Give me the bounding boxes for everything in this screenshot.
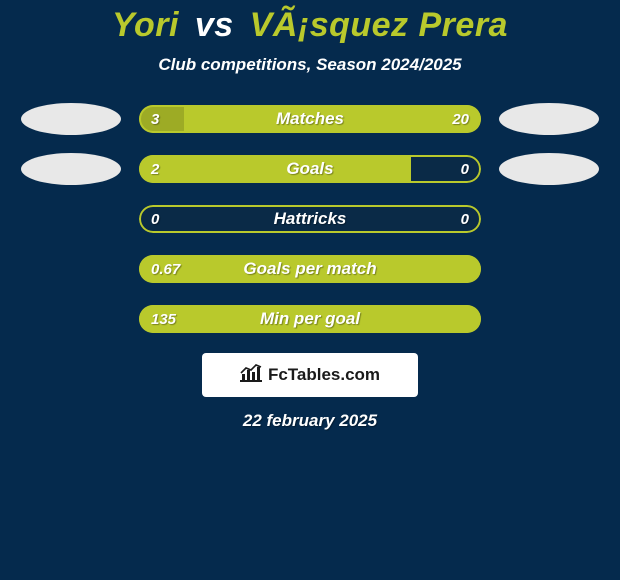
- flag-spacer: [499, 203, 599, 235]
- bar-fill-left: [139, 255, 481, 283]
- flag-spacer: [21, 253, 121, 285]
- stat-bar: Min per goal135: [139, 305, 481, 333]
- date-text: 22 february 2025: [0, 411, 620, 431]
- flag-spacer: [499, 253, 599, 285]
- player1-flag: [21, 153, 121, 185]
- vs-text: vs: [195, 6, 234, 44]
- stat-bar: Goals per match0.67: [139, 255, 481, 283]
- stat-bar: Goals20: [139, 155, 481, 183]
- stat-label: Hattricks: [139, 205, 481, 233]
- player2-flag: [499, 103, 599, 135]
- player2-flag: [499, 153, 599, 185]
- flag-spacer: [21, 203, 121, 235]
- stat-bar: Matches320: [139, 105, 481, 133]
- comparison-card: Yori vs VÃ¡squez Prera Club competitions…: [0, 0, 620, 580]
- stat-row: Min per goal135: [0, 303, 620, 335]
- stat-value-left: 0: [151, 205, 159, 233]
- stat-row: Hattricks0 0: [0, 203, 620, 235]
- stat-row: Matches320: [0, 103, 620, 135]
- logo-text: FcTables.com: [268, 365, 380, 385]
- player1-flag: [21, 103, 121, 135]
- stat-value-right: 0: [461, 155, 469, 183]
- bar-fill-left: [139, 155, 411, 183]
- bar-fill-left: [139, 305, 481, 333]
- bar-border: [139, 205, 481, 233]
- flag-spacer: [499, 303, 599, 335]
- stat-row: Goals per match0.67: [0, 253, 620, 285]
- subtitle: Club competitions, Season 2024/2025: [0, 55, 620, 75]
- stat-value-right: 0: [461, 205, 469, 233]
- bar-fill-right: [184, 105, 481, 133]
- player1-name: Yori: [112, 6, 179, 44]
- stat-row: Goals20: [0, 153, 620, 185]
- bar-fill-left-nub: [139, 105, 184, 133]
- page-title: Yori vs VÃ¡squez Prera: [0, 6, 620, 45]
- chart-icon: [240, 364, 262, 387]
- source-logo: FcTables.com: [202, 353, 418, 397]
- player2-name: VÃ¡squez Prera: [250, 6, 508, 44]
- stats-container: Matches320Goals20Hattricks00Goals per ma…: [0, 103, 620, 335]
- stat-bar: Hattricks0 0: [139, 205, 481, 233]
- flag-spacer: [21, 303, 121, 335]
